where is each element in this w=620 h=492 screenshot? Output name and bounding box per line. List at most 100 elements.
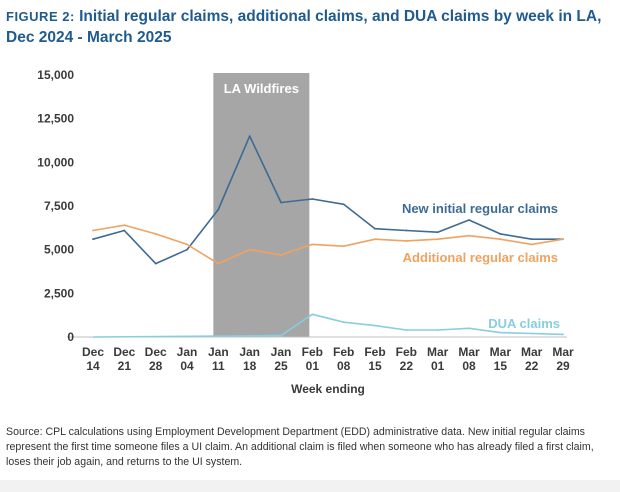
x-tick-label: Feb 22 (396, 345, 417, 373)
x-tick-label: Jan 25 (271, 345, 292, 373)
data-point (468, 327, 470, 330)
series-label: DUA claims (488, 316, 560, 331)
series-line-2 (280, 313, 564, 337)
figure-title: FIGURE 2: Initial regular claims, additi… (6, 6, 606, 48)
x-tick-label: Mar 22 (521, 345, 543, 373)
x-tick-label: Mar 29 (552, 345, 574, 373)
data-point (248, 135, 251, 138)
y-tick-label: 2,500 (44, 286, 74, 300)
bottom-bar (0, 480, 620, 492)
x-tick-month: Jan (271, 345, 292, 359)
x-tick-month: Feb (302, 345, 323, 359)
x-tick-day: 08 (337, 359, 351, 373)
x-tick-month: Dec (82, 345, 104, 359)
data-point (468, 234, 470, 237)
figure-title-text: Initial regular claims, additional claim… (6, 8, 602, 46)
data-point (405, 240, 408, 242)
x-tick-month: Mar (490, 345, 512, 359)
x-tick-day: 01 (306, 359, 320, 373)
x-tick-day: 04 (180, 359, 194, 373)
x-tick-day: 15 (494, 359, 508, 373)
figure-label: FIGURE 2: (6, 9, 75, 24)
x-tick-day: 25 (274, 359, 288, 373)
x-tick-label: Feb 01 (302, 345, 323, 373)
x-tick-label: Jan 04 (177, 345, 198, 373)
data-point (436, 231, 439, 234)
y-tick-label: 7,500 (44, 199, 74, 213)
x-tick-month: Feb (333, 345, 354, 359)
x-tick-label: Dec 14 (82, 345, 104, 373)
x-tick-label: Dec 21 (113, 345, 135, 373)
x-tick-day: 01 (431, 359, 445, 373)
data-point (436, 329, 439, 331)
x-tick-month: Dec (113, 345, 135, 359)
x-tick-label: Jan 11 (208, 345, 229, 373)
dua-baseline (92, 334, 282, 338)
data-point (186, 248, 188, 251)
series-label: Additional regular claims (403, 250, 558, 265)
x-tick-day: 22 (400, 359, 414, 373)
x-tick-label: Feb 08 (333, 345, 354, 373)
data-point (499, 233, 502, 235)
series-layer (92, 135, 564, 338)
data-point (123, 224, 126, 227)
data-point (530, 332, 533, 335)
x-tick-day: 28 (149, 359, 163, 373)
line-chart: LA Wildfires 0 2,500 5,000 7,500 10,000 12,50… (37, 68, 574, 396)
y-tick-label: 0 (67, 330, 74, 344)
data-point (499, 238, 502, 241)
x-tick-month: Feb (364, 345, 385, 359)
data-point (154, 233, 157, 235)
x-tick-day: 29 (556, 359, 570, 373)
x-tick-day: 15 (368, 359, 382, 373)
label-layer: New initial regular claims Additional reg… (402, 201, 560, 331)
data-point (530, 243, 533, 246)
data-point (154, 262, 157, 265)
data-point (374, 238, 376, 241)
shaded-region-layer: LA Wildfires (213, 73, 310, 337)
x-tick-month: Mar (552, 345, 574, 359)
data-point (248, 248, 251, 251)
data-point (499, 331, 502, 334)
x-tick-day: 11 (212, 359, 225, 373)
data-point (562, 238, 564, 241)
x-axis-title: Week ending (291, 382, 365, 396)
data-point (374, 227, 376, 230)
x-tick-month: Mar (427, 345, 449, 359)
x-tick-day: 22 (525, 359, 539, 373)
series-label: New initial regular claims (402, 201, 558, 216)
data-point (92, 229, 94, 232)
data-point (405, 329, 408, 331)
x-tick-label: Mar 01 (427, 345, 449, 373)
source-note: Source: CPL calculations using Employmen… (6, 426, 594, 468)
data-point (468, 219, 470, 221)
data-point (374, 324, 376, 327)
x-tick-month: Jan (239, 345, 260, 359)
x-tick-month: Jan (177, 345, 198, 359)
series-line-0 (92, 135, 563, 265)
data-point (530, 238, 533, 241)
data-point (311, 313, 314, 316)
x-tick-month: Mar (458, 345, 480, 359)
data-point (436, 238, 439, 241)
data-point (280, 201, 282, 204)
data-point (342, 245, 345, 248)
data-point (342, 321, 345, 324)
y-tick-label: 10,000 (37, 155, 74, 169)
y-tick-label: 15,000 (37, 68, 74, 82)
y-tick-label: 5,000 (44, 243, 74, 257)
series-line-1 (92, 224, 564, 265)
data-point (342, 203, 345, 206)
data-point (311, 198, 314, 200)
data-point (280, 254, 282, 256)
x-tick-day: 18 (243, 359, 257, 373)
x-tick-label: Dec 28 (145, 345, 167, 373)
x-tick-month: Mar (521, 345, 543, 359)
x-tick-day: 14 (86, 359, 100, 373)
data-point (123, 229, 126, 232)
data-point (186, 243, 188, 246)
x-tick-label: Mar 15 (490, 345, 512, 373)
wildfire-shaded-region (213, 73, 310, 337)
data-point (217, 262, 220, 265)
data-point (311, 243, 314, 246)
